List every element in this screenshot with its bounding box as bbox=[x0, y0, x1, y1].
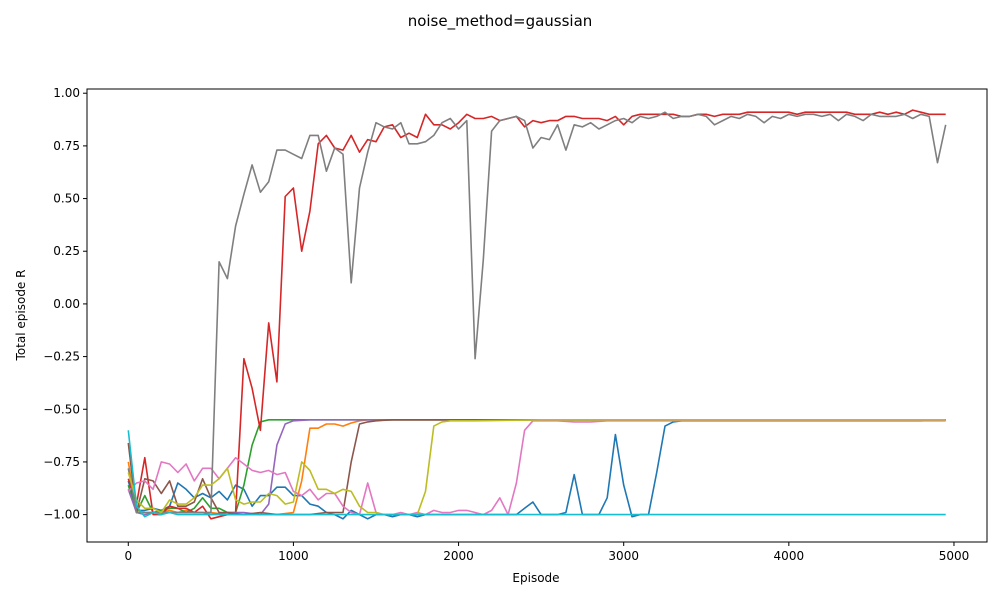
y-tick-label: 0.00 bbox=[53, 297, 80, 311]
y-axis-ticks: −1.00 −0.75 −0.50 −0.25 0.00 0.25 0.50 0.75 1.00 bbox=[43, 86, 87, 522]
x-tick-label: 3000 bbox=[608, 549, 639, 563]
y-tick-label: 0.50 bbox=[53, 192, 80, 206]
y-tick-label: −0.50 bbox=[43, 402, 80, 416]
x-axis-ticks: 0 1000 2000 3000 4000 5000 bbox=[124, 542, 969, 563]
series-line-5 bbox=[127, 418, 946, 516]
series-line-2 bbox=[127, 418, 946, 516]
plot-area-frame bbox=[86, 88, 988, 543]
x-tick-label: 2000 bbox=[443, 549, 474, 563]
x-tick-label: 0 bbox=[124, 549, 132, 563]
series-lines bbox=[127, 109, 947, 520]
series-line-6 bbox=[127, 418, 946, 516]
series-line-10 bbox=[127, 430, 946, 518]
y-tick-label: −0.75 bbox=[43, 455, 80, 469]
y-tick-label: 1.00 bbox=[53, 86, 80, 100]
series-line-4 bbox=[127, 109, 946, 520]
series-line-8 bbox=[127, 111, 947, 514]
chart-title: noise_method=gaussian bbox=[408, 12, 593, 31]
series-line-7 bbox=[127, 419, 946, 516]
series-line-9 bbox=[127, 418, 946, 516]
x-axis-label: Episode bbox=[512, 571, 559, 585]
x-tick-label: 5000 bbox=[939, 549, 970, 563]
y-tick-label: −1.00 bbox=[43, 508, 80, 522]
y-tick-label: 0.75 bbox=[53, 139, 80, 153]
x-tick-label: 1000 bbox=[278, 549, 309, 563]
y-axis-label: Total episode R bbox=[14, 270, 28, 362]
y-tick-label: 0.25 bbox=[53, 244, 80, 258]
series-line-3 bbox=[127, 418, 946, 514]
y-tick-label: −0.25 bbox=[43, 350, 80, 364]
x-tick-label: 4000 bbox=[774, 549, 805, 563]
